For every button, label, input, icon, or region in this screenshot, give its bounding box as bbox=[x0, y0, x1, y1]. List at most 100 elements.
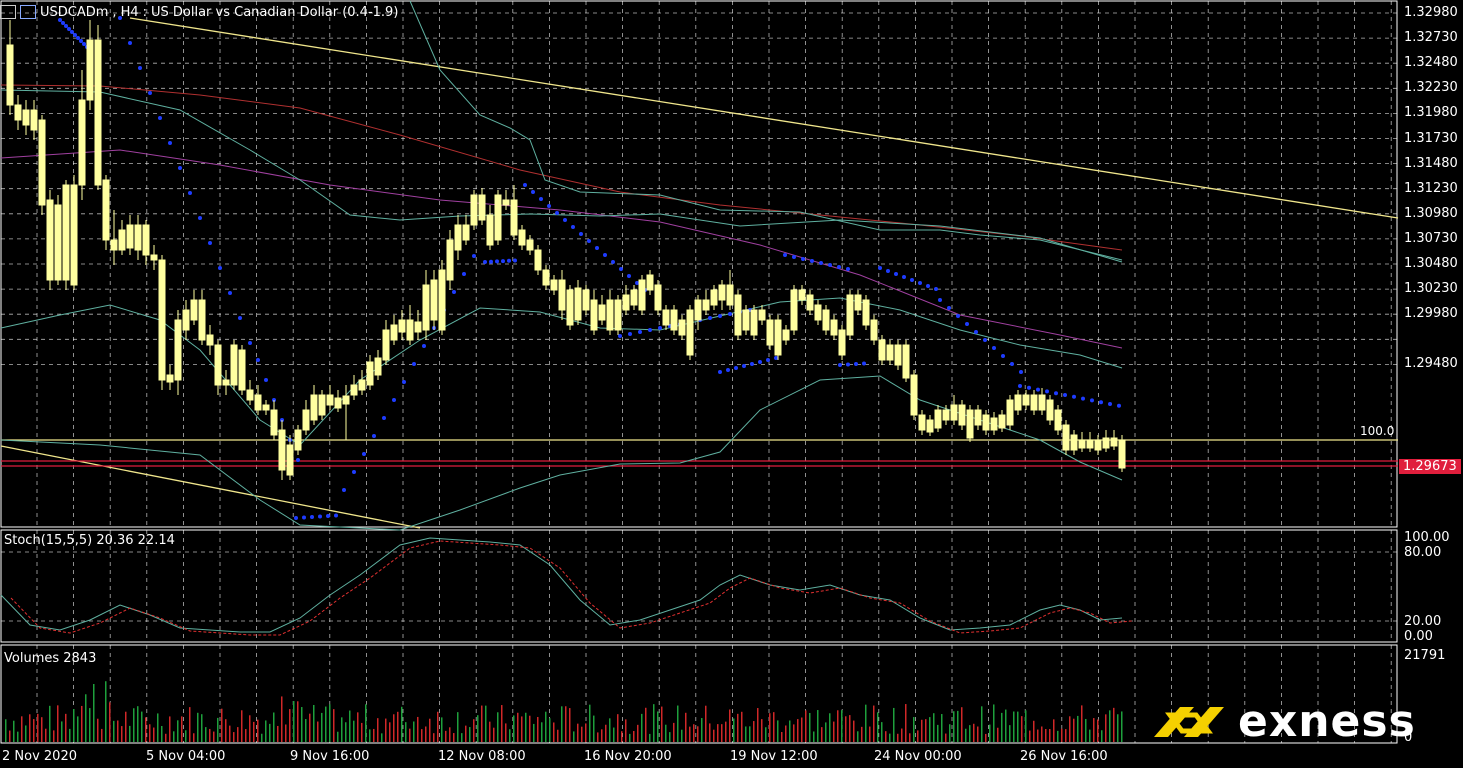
candle-body bbox=[998, 414, 1006, 429]
sar-dot bbox=[595, 246, 599, 250]
volume-bar bbox=[1049, 728, 1051, 742]
candle-body bbox=[142, 224, 150, 256]
volume-bar bbox=[337, 731, 339, 742]
volume-bar bbox=[609, 718, 611, 742]
sar-dot bbox=[734, 366, 738, 370]
candle-body bbox=[774, 319, 782, 356]
volume-bar bbox=[265, 720, 267, 742]
candle-body bbox=[638, 279, 646, 311]
sar-dot bbox=[1027, 385, 1031, 390]
candle-body bbox=[702, 299, 710, 311]
volume-bar bbox=[365, 704, 367, 742]
volume-bar bbox=[881, 722, 883, 742]
sar-dot bbox=[708, 316, 712, 320]
volume-bar bbox=[605, 724, 607, 742]
sar-dot bbox=[854, 362, 858, 366]
volume-bar bbox=[941, 714, 943, 742]
sar-dot bbox=[627, 274, 631, 278]
volume-bar bbox=[517, 712, 519, 742]
volume-bar bbox=[697, 726, 699, 742]
volume-bar bbox=[933, 713, 935, 742]
volume-bar bbox=[77, 716, 79, 742]
volume-bar bbox=[965, 728, 967, 742]
sar-dot bbox=[372, 434, 376, 438]
candle-body bbox=[1062, 424, 1070, 451]
volume-bar bbox=[1077, 715, 1079, 742]
sar-dot bbox=[947, 306, 951, 310]
brand-name: exness bbox=[1238, 696, 1416, 747]
sar-dot bbox=[392, 398, 396, 402]
candle-body bbox=[222, 379, 230, 386]
sar-dot bbox=[603, 253, 607, 257]
volume-bar bbox=[397, 711, 399, 742]
volume-bar bbox=[373, 728, 375, 742]
sar-dot bbox=[1117, 403, 1121, 408]
volume-bar bbox=[521, 716, 523, 742]
volume-bar bbox=[449, 727, 451, 742]
volume-bar bbox=[57, 705, 59, 742]
sar-dot bbox=[178, 166, 182, 170]
candle-body bbox=[1030, 394, 1038, 411]
candle-body bbox=[254, 394, 262, 411]
candle-body bbox=[590, 299, 598, 331]
volume-bar bbox=[877, 712, 879, 742]
candle-body bbox=[966, 409, 974, 439]
volume-bar bbox=[281, 696, 283, 742]
volume-bar bbox=[861, 726, 863, 742]
sar-dot bbox=[618, 334, 622, 338]
volume-bar bbox=[885, 731, 887, 742]
volume-bar bbox=[421, 729, 423, 742]
timeframe-label: H4 bbox=[120, 4, 139, 20]
volume-bar bbox=[901, 728, 903, 742]
candle-body bbox=[270, 409, 278, 436]
volume-bar bbox=[169, 716, 171, 742]
volume-bar bbox=[165, 733, 167, 742]
volume-bar bbox=[429, 718, 431, 742]
volume-bar bbox=[229, 725, 231, 742]
volume-bar bbox=[197, 712, 199, 742]
volume-bar bbox=[701, 718, 703, 742]
candle-body bbox=[766, 319, 774, 346]
candle-body bbox=[550, 279, 558, 291]
volume-bar bbox=[1105, 714, 1107, 742]
sar-dot bbox=[218, 266, 222, 270]
volume-bar bbox=[1109, 710, 1111, 742]
chart-icon[interactable] bbox=[20, 5, 36, 19]
volume-bar bbox=[825, 722, 827, 742]
volume-bar bbox=[137, 706, 139, 742]
bb-upper-line bbox=[0, 89, 1123, 263]
candle-body bbox=[422, 284, 430, 331]
candle-body bbox=[86, 39, 94, 101]
candle-body bbox=[1086, 439, 1094, 449]
volume-bar bbox=[1065, 729, 1067, 742]
candle-body bbox=[118, 229, 126, 251]
volume-bar bbox=[693, 724, 695, 742]
candle-body bbox=[598, 304, 606, 321]
sar-dot bbox=[742, 364, 746, 368]
volume-bar bbox=[113, 720, 115, 742]
volume-bar bbox=[621, 731, 623, 742]
candle-body bbox=[582, 289, 590, 311]
sar-dot bbox=[138, 66, 142, 70]
volume-bar bbox=[413, 721, 415, 742]
candle-body bbox=[414, 321, 422, 333]
volume-bar bbox=[485, 705, 487, 742]
time-axis-label: 12 Nov 08:00 bbox=[438, 749, 526, 764]
volume-bar bbox=[853, 720, 855, 742]
price-axis-label: 1.29480 bbox=[1404, 356, 1458, 372]
volume-bar bbox=[821, 727, 823, 742]
volume-bar bbox=[217, 717, 219, 742]
sar-dot bbox=[73, 33, 77, 37]
price-axis-label: 1.32480 bbox=[1404, 55, 1458, 71]
window-icon[interactable] bbox=[0, 5, 16, 19]
volume-bar bbox=[357, 712, 359, 742]
sar-dot bbox=[926, 284, 930, 288]
volume-bar bbox=[409, 728, 411, 742]
chart-header: USDCADm, H4: US Dollar vs Canadian Dolla… bbox=[0, 3, 398, 21]
candle-body bbox=[1094, 439, 1102, 451]
price-axis-label: 1.29980 bbox=[1404, 306, 1458, 322]
volume-bar bbox=[969, 725, 971, 742]
volume-bar bbox=[193, 733, 195, 742]
candle-body bbox=[54, 204, 62, 281]
